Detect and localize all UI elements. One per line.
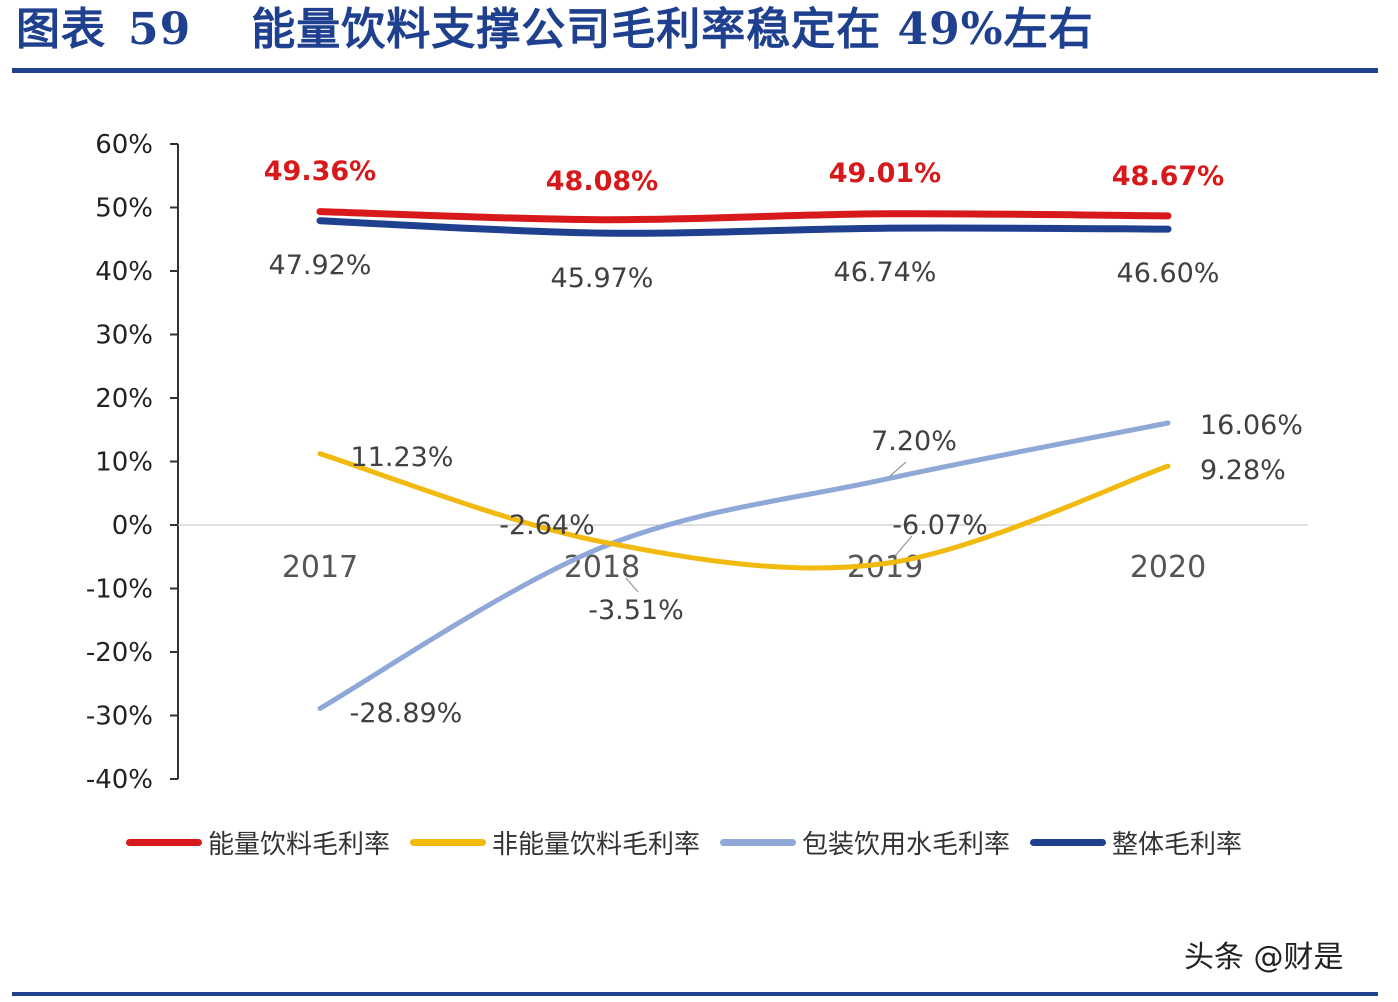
data-label: 7.20% <box>871 426 957 457</box>
data-label: -28.89% <box>350 698 463 729</box>
data-label: 48.08% <box>546 166 658 197</box>
data-label: 9.28% <box>1200 455 1286 486</box>
series-line <box>316 217 1172 237</box>
figure-title: 图表 59 能量饮料支撑公司毛利率稳定在 49%左右 <box>16 2 1386 64</box>
legend-item: 非能量饮料毛利率 <box>410 824 700 861</box>
series-line <box>317 451 1171 571</box>
data-label: 49.36% <box>264 156 376 187</box>
legend-swatch <box>410 838 487 846</box>
series-line <box>316 208 1172 224</box>
y-tick-label: 20% <box>95 384 153 414</box>
data-label: 11.23% <box>351 442 454 473</box>
legend-label: 包装饮用水毛利率 <box>802 829 1011 860</box>
legend-label: 非能量饮料毛利率 <box>492 829 701 860</box>
chart-legend: 能量饮料毛利率 非能量饮料毛利率 包装饮用水毛利率 整体毛利率 <box>126 822 1262 862</box>
y-tick-label: -20% <box>86 638 153 668</box>
data-label: 46.60% <box>1117 258 1220 289</box>
data-label: -3.51% <box>588 595 684 626</box>
data-label: 45.97% <box>551 263 654 294</box>
data-label: -2.64% <box>499 510 595 541</box>
data-label: -6.07% <box>892 510 988 541</box>
legend-swatch <box>126 838 202 846</box>
data-label: 48.67% <box>1112 161 1224 192</box>
y-tick-label: 40% <box>95 257 153 287</box>
leader-line <box>625 577 639 593</box>
y-tick-label: -10% <box>86 575 153 605</box>
figure-title-text: 能量饮料支撑公司毛利率稳定在 49%左右 <box>251 4 1094 55</box>
y-tick-label: -40% <box>86 765 153 795</box>
series-line <box>317 420 1171 711</box>
legend-label: 整体毛利率 <box>1112 829 1243 860</box>
figure-title-number: 59 <box>128 4 192 55</box>
data-label: 49.01% <box>829 158 941 189</box>
y-tick-label: 0% <box>112 511 153 541</box>
data-label: 16.06% <box>1200 410 1303 441</box>
legend-swatch <box>720 838 797 846</box>
y-tick-label: 50% <box>95 194 153 224</box>
legend-item: 整体毛利率 <box>1030 824 1242 861</box>
legend-swatch <box>1030 838 1107 846</box>
watermark: 头条 @财是 <box>1184 940 1344 975</box>
top-rule <box>12 68 1378 73</box>
x-tick-label: 2020 <box>1130 550 1206 585</box>
legend-item: 包装饮用水毛利率 <box>720 824 1010 861</box>
bottom-rule <box>12 992 1378 996</box>
x-tick-label: 2018 <box>564 550 640 585</box>
x-tick-label: 2017 <box>282 550 358 585</box>
data-label: 47.92% <box>269 250 372 281</box>
y-tick-label: 10% <box>95 448 153 478</box>
data-label: 46.74% <box>834 257 937 288</box>
y-tick-label: -30% <box>86 702 153 732</box>
leader-line <box>889 461 907 477</box>
legend-label: 能量饮料毛利率 <box>208 829 391 860</box>
legend-item: 能量饮料毛利率 <box>126 824 390 861</box>
y-tick-label: 30% <box>95 321 153 351</box>
leader-line <box>894 535 913 557</box>
figure-title-prefix: 图表 <box>16 4 106 55</box>
y-tick-label: 60% <box>95 130 153 160</box>
